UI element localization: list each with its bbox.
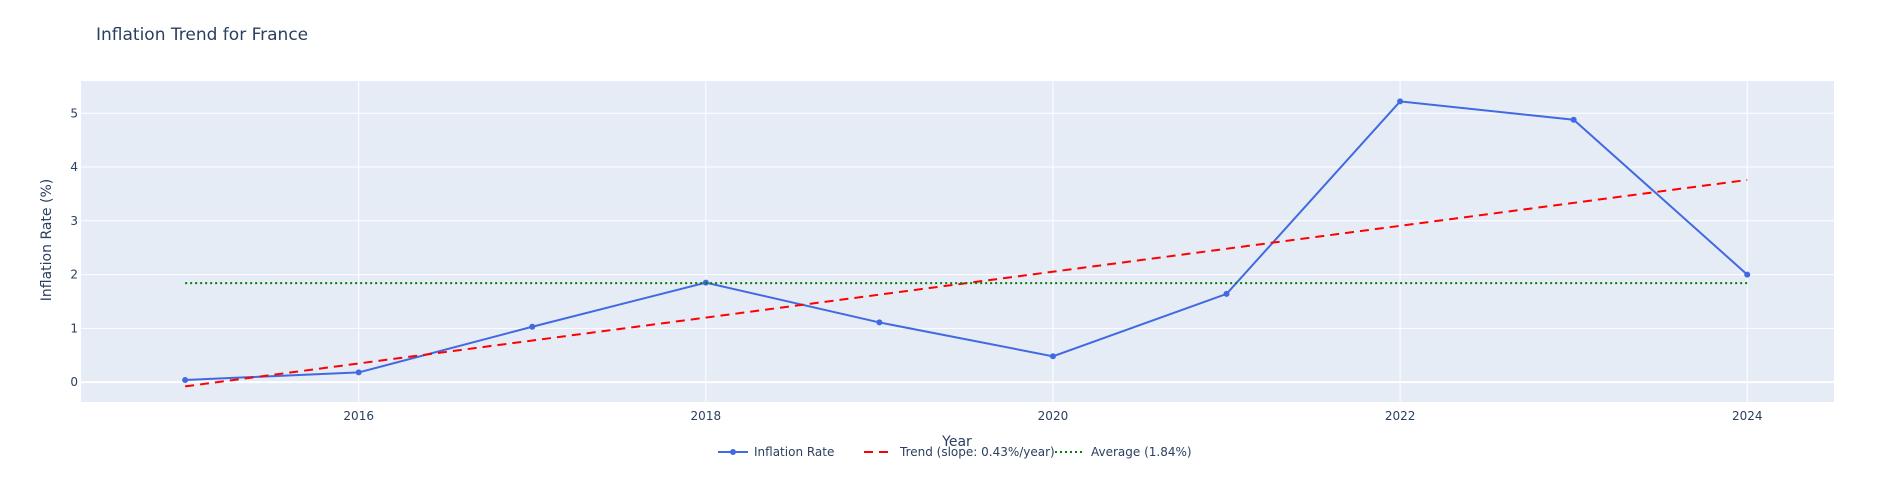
legend-item-2[interactable]: Trend (slope: 0.43%/year)	[864, 445, 1055, 459]
x-axis-title: Year	[941, 434, 972, 450]
chart-title: Inflation Trend for France	[96, 25, 308, 45]
data-point	[876, 319, 883, 326]
x-tick-label: 2022	[1385, 409, 1416, 423]
legend[interactable]: Inflation Rate Trend (slope: 0.43%/year) A…	[718, 445, 1192, 459]
plot-area	[81, 81, 1834, 402]
data-point	[355, 369, 362, 376]
y-tick-label: 4	[70, 160, 78, 174]
legend-label: Trend (slope: 0.43%/year)	[899, 445, 1055, 459]
data-point	[1223, 290, 1230, 297]
data-point	[1049, 353, 1056, 360]
y-tick-label: 1	[70, 321, 78, 335]
x-tick-label: 2024	[1732, 409, 1763, 423]
y-tick-label: 5	[70, 106, 78, 120]
data-point	[1744, 271, 1751, 278]
legend-item-1[interactable]: Inflation Rate	[718, 445, 834, 459]
legend-label: Average (1.84%)	[1091, 445, 1192, 459]
y-tick-label: 2	[70, 268, 78, 282]
y-axis-title: Inflation Rate (%)	[39, 179, 55, 301]
data-point	[182, 376, 189, 383]
x-axis-ticks: 2016 2018 2020 2022 2024	[343, 409, 1762, 423]
legend-label: Inflation Rate	[754, 445, 834, 459]
x-tick-label: 2018	[691, 409, 722, 423]
y-tick-label: 0	[70, 375, 78, 389]
y-tick-label: 3	[70, 214, 78, 228]
x-tick-label: 2020	[1038, 409, 1069, 423]
series-layer	[182, 98, 1751, 388]
data-point	[1570, 116, 1577, 123]
legend-item-3[interactable]: Average (1.84%)	[1055, 445, 1192, 459]
series-line-1	[185, 100, 1748, 381]
legend-marker	[730, 449, 736, 455]
gridlines	[81, 81, 1834, 402]
data-point	[529, 323, 536, 330]
y-axis-ticks: 0 1 2 3 4 5	[70, 106, 78, 389]
data-point	[1397, 98, 1404, 105]
x-tick-label: 2016	[343, 409, 374, 423]
